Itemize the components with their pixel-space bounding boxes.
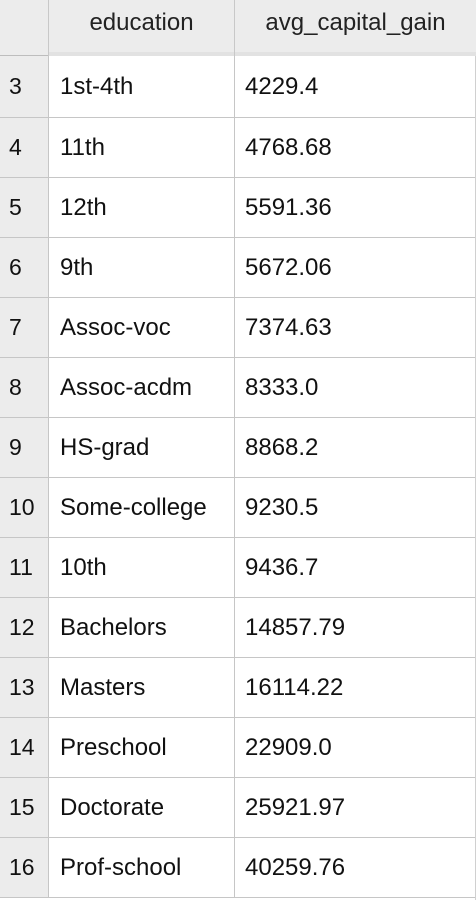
- row-index-cell[interactable]: 12: [0, 598, 49, 657]
- table-body: 3 1st-4th 4229.4 4 11th 4768.68 5 12th 5591.36 6 9…: [0, 56, 476, 898]
- row-index-cell[interactable]: 15: [0, 778, 49, 837]
- avg-capital-gain-cell[interactable]: 9230.5: [245, 493, 319, 521]
- table-row[interactable]: 5 12th 5591.36: [0, 178, 476, 238]
- table-row[interactable]: 4 11th 4768.68: [0, 118, 476, 178]
- table-row[interactable]: 11 10th 9436.7: [0, 538, 476, 598]
- avg-capital-gain-cell[interactable]: 14857.79: [245, 613, 346, 641]
- row-index-cell[interactable]: 5: [0, 178, 49, 237]
- table-row[interactable]: 12 Bachelors 14857.79: [0, 598, 476, 658]
- avg-capital-gain-cell[interactable]: 7374.63: [245, 313, 332, 341]
- row-index-cell[interactable]: 11: [0, 538, 49, 597]
- row-index-cell[interactable]: 8: [0, 358, 49, 417]
- row-index-cell[interactable]: 6: [0, 238, 49, 297]
- avg-capital-gain-cell[interactable]: 16114.22: [245, 673, 344, 701]
- row-index-cell[interactable]: 13: [0, 658, 49, 717]
- table-row[interactable]: 8 Assoc-acdm 8333.0: [0, 358, 476, 418]
- avg-capital-gain-cell[interactable]: 4768.68: [245, 133, 332, 161]
- education-cell[interactable]: Assoc-acdm: [49, 358, 235, 417]
- education-cell[interactable]: 1st-4th: [49, 56, 235, 117]
- table-row[interactable]: 10 Some-college 9230.5: [0, 478, 476, 538]
- education-cell[interactable]: 9th: [49, 238, 235, 297]
- avg-capital-gain-cell[interactable]: 8333.0: [245, 373, 319, 401]
- education-cell[interactable]: Doctorate: [49, 778, 235, 837]
- avg-capital-gain-cell[interactable]: 5591.36: [245, 193, 332, 221]
- avg-capital-gain-cell[interactable]: 8868.2: [245, 433, 319, 461]
- column-header-education[interactable]: education: [49, 0, 235, 56]
- education-cell[interactable]: 12th: [49, 178, 235, 237]
- education-cell[interactable]: Preschool: [49, 718, 235, 777]
- avg-capital-gain-cell[interactable]: 40259.76: [245, 853, 346, 881]
- table-row[interactable]: 14 Preschool 22909.0: [0, 718, 476, 778]
- table-row[interactable]: 16 Prof-school 40259.76: [0, 838, 476, 898]
- row-index-cell[interactable]: 4: [0, 118, 49, 177]
- row-index-cell[interactable]: 3: [0, 56, 49, 117]
- avg-capital-gain-cell[interactable]: 25921.97: [245, 793, 346, 821]
- table-row[interactable]: 13 Masters 16114.22: [0, 658, 476, 718]
- avg-capital-gain-cell[interactable]: 4229.4: [245, 72, 319, 100]
- table-row[interactable]: 3 1st-4th 4229.4: [0, 56, 476, 118]
- education-cell[interactable]: Assoc-voc: [49, 298, 235, 357]
- education-cell[interactable]: Bachelors: [49, 598, 235, 657]
- education-cell[interactable]: Prof-school: [49, 838, 235, 897]
- avg-capital-gain-cell[interactable]: 9436.7: [245, 553, 319, 581]
- table-row[interactable]: 15 Doctorate 25921.97: [0, 778, 476, 838]
- avg-capital-gain-cell[interactable]: 5672.06: [245, 253, 332, 281]
- table-row[interactable]: 6 9th 5672.06: [0, 238, 476, 298]
- education-cell[interactable]: Masters: [49, 658, 235, 717]
- corner-cell[interactable]: [0, 0, 49, 56]
- education-cell[interactable]: 11th: [49, 118, 235, 177]
- row-index-cell[interactable]: 16: [0, 838, 49, 897]
- table-row[interactable]: 7 Assoc-voc 7374.63: [0, 298, 476, 358]
- education-cell[interactable]: Some-college: [49, 478, 235, 537]
- education-cell[interactable]: 10th: [49, 538, 235, 597]
- row-index-cell[interactable]: 7: [0, 298, 49, 357]
- education-cell[interactable]: HS-grad: [49, 418, 235, 477]
- row-index-cell[interactable]: 10: [0, 478, 49, 537]
- header-row: education avg_capital_gain: [0, 0, 476, 56]
- row-index-cell[interactable]: 9: [0, 418, 49, 477]
- column-header-avg-capital-gain[interactable]: avg_capital_gain: [235, 0, 476, 56]
- table-row[interactable]: 9 HS-grad 8868.2: [0, 418, 476, 478]
- avg-capital-gain-cell[interactable]: 22909.0: [245, 733, 332, 761]
- row-index-cell[interactable]: 14: [0, 718, 49, 777]
